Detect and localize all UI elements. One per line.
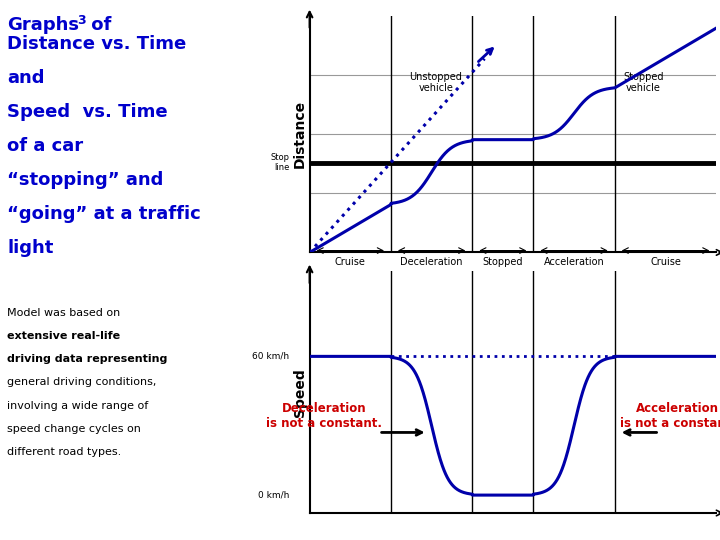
Text: Stopped: Stopped — [482, 257, 523, 267]
Text: Stopped
vehicle: Stopped vehicle — [623, 71, 663, 93]
Text: of a car: of a car — [7, 137, 84, 155]
Text: Cruise: Cruise — [650, 257, 681, 267]
Text: speed change cycles on: speed change cycles on — [7, 424, 141, 434]
Text: Deceleration: Deceleration — [400, 257, 463, 267]
Text: “going” at a traffic: “going” at a traffic — [7, 205, 201, 223]
Text: extensive real-life: extensive real-life — [7, 331, 120, 341]
Text: Distance vs. Time: Distance vs. Time — [7, 35, 186, 53]
Text: Deceleration
is not a constant.: Deceleration is not a constant. — [266, 402, 382, 430]
Text: Cruise: Cruise — [335, 257, 366, 267]
Text: 0 km/h: 0 km/h — [258, 491, 289, 500]
Text: 60 km/h: 60 km/h — [252, 352, 289, 361]
Y-axis label: Speed: Speed — [293, 368, 307, 416]
Text: 3: 3 — [77, 14, 86, 26]
Text: light: light — [7, 239, 53, 257]
Text: and: and — [7, 69, 45, 87]
Text: Stop
line: Stop line — [270, 153, 289, 172]
Text: general driving conditions,: general driving conditions, — [7, 377, 156, 388]
Text: Model was based on: Model was based on — [7, 308, 120, 318]
Text: Acceleration
is not a constant.: Acceleration is not a constant. — [620, 402, 720, 430]
Text: driving data representing: driving data representing — [7, 354, 168, 364]
Text: Graphs: Graphs — [7, 16, 79, 34]
Text: Acceleration: Acceleration — [544, 257, 604, 267]
Text: Speed  vs. Time: Speed vs. Time — [7, 103, 168, 121]
Text: involving a wide range of: involving a wide range of — [7, 401, 148, 411]
Text: “stopping” and: “stopping” and — [7, 171, 163, 189]
Text: Unstopped
vehicle: Unstopped vehicle — [409, 71, 462, 93]
Text: of: of — [85, 16, 112, 34]
Text: different road types.: different road types. — [7, 447, 122, 457]
Y-axis label: Distance: Distance — [293, 100, 307, 168]
